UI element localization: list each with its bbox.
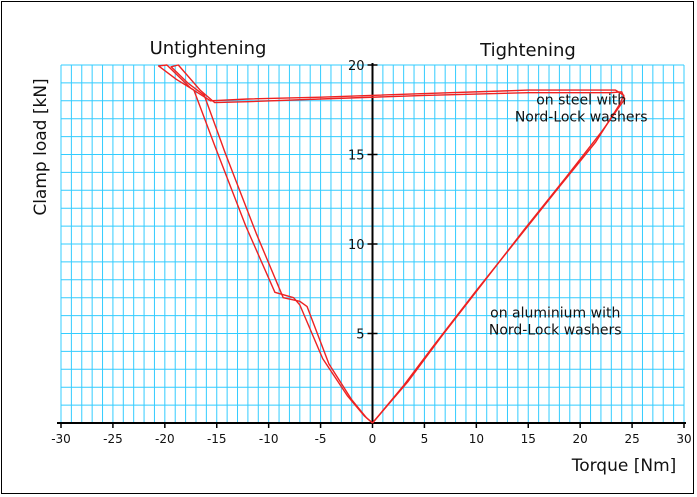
x-tick-label: -15	[207, 432, 227, 446]
x-tick-label: 5	[421, 432, 429, 446]
annotation-line: Nord-Lock washers	[515, 109, 648, 125]
annotation-1: on steel with Nord-Lock washers	[515, 92, 648, 125]
region-label-untightening: Untightening	[150, 38, 267, 59]
x-tick-label: 20	[573, 432, 588, 446]
x-tick-label: 30	[676, 432, 691, 446]
series	[157, 64, 626, 424]
annotation-line: on steel with	[536, 92, 626, 108]
y-tick-label: 20	[348, 59, 365, 74]
x-tick-label: -5	[315, 432, 327, 446]
x-tick-label: 0	[369, 432, 377, 446]
ticks: -30 -25 -20 -15 -10 -5 0 5 10 15 20 25 30 5 10 15 20	[51, 59, 691, 446]
x-tick-label: -25	[103, 432, 123, 446]
annotation-line: on aluminium with	[490, 305, 620, 321]
annotation-line: Nord-Lock washers	[489, 322, 622, 338]
clamp-load-curve-2	[170, 64, 626, 424]
x-tick-label: 25	[624, 432, 639, 446]
x-tick-label: -30	[51, 432, 71, 446]
y-tick-label: 15	[348, 149, 365, 164]
grid	[60, 64, 685, 424]
x-tick-label: 10	[469, 432, 484, 446]
x-tick-label: -10	[259, 432, 279, 446]
x-tick-label: 15	[521, 432, 536, 446]
y-tick-label: 10	[348, 238, 365, 253]
y-tick-label: 5	[356, 328, 364, 343]
region-label-tightening: Tightening	[479, 40, 576, 61]
annotation-2: on aluminium with Nord-Lock washers	[489, 305, 622, 338]
x-tick-label: -20	[155, 432, 175, 446]
y-axis-label: Clamp load [kN]	[31, 78, 51, 215]
x-axis-label: Torque [Nm]	[571, 456, 677, 476]
labels: Untightening Tightening Torque [Nm] Clam…	[31, 38, 676, 476]
